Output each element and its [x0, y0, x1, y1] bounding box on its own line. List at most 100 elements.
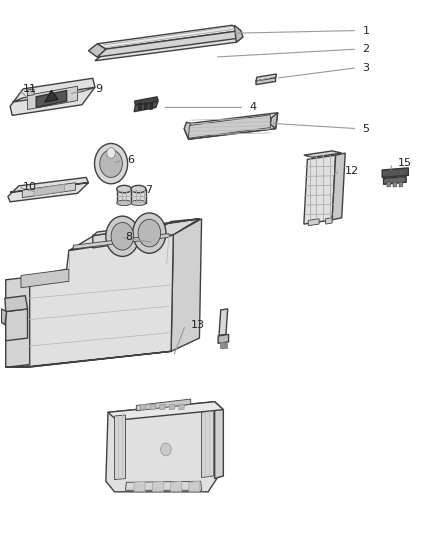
Polygon shape	[117, 189, 131, 203]
Polygon shape	[5, 296, 28, 312]
Circle shape	[133, 213, 166, 253]
Polygon shape	[188, 115, 270, 138]
Polygon shape	[69, 219, 199, 251]
Polygon shape	[189, 481, 200, 491]
Ellipse shape	[131, 185, 146, 193]
Polygon shape	[12, 87, 95, 102]
Polygon shape	[308, 219, 319, 225]
Text: 12: 12	[345, 166, 359, 176]
Circle shape	[106, 216, 139, 256]
Polygon shape	[28, 86, 78, 110]
Polygon shape	[184, 118, 276, 139]
Polygon shape	[234, 25, 243, 42]
Polygon shape	[10, 183, 88, 192]
Circle shape	[138, 219, 161, 247]
Polygon shape	[88, 44, 106, 57]
Text: 4: 4	[250, 102, 257, 112]
Polygon shape	[184, 122, 191, 139]
Polygon shape	[34, 184, 64, 196]
Polygon shape	[36, 91, 67, 108]
Polygon shape	[225, 342, 227, 348]
Polygon shape	[171, 219, 201, 351]
Text: 1: 1	[363, 26, 370, 36]
Text: 9: 9	[95, 84, 102, 94]
Polygon shape	[6, 309, 28, 341]
Polygon shape	[152, 481, 163, 491]
Text: 11: 11	[23, 84, 37, 94]
Polygon shape	[8, 177, 88, 202]
Polygon shape	[270, 113, 278, 128]
Polygon shape	[93, 219, 199, 236]
Polygon shape	[6, 351, 171, 367]
Polygon shape	[179, 405, 184, 410]
Polygon shape	[138, 103, 141, 110]
Polygon shape	[28, 89, 34, 96]
Text: 10: 10	[23, 182, 37, 192]
Polygon shape	[134, 481, 145, 491]
Polygon shape	[399, 182, 403, 187]
Polygon shape	[256, 74, 276, 81]
Polygon shape	[382, 168, 408, 177]
Polygon shape	[73, 233, 169, 249]
Polygon shape	[141, 405, 146, 410]
Polygon shape	[256, 78, 276, 85]
Polygon shape	[95, 37, 243, 61]
Polygon shape	[136, 399, 191, 411]
Polygon shape	[28, 235, 173, 367]
Text: 6: 6	[127, 156, 134, 165]
Polygon shape	[171, 481, 182, 491]
Text: 13: 13	[191, 320, 205, 330]
Circle shape	[161, 443, 171, 456]
Polygon shape	[125, 481, 201, 490]
Polygon shape	[304, 151, 342, 157]
Polygon shape	[218, 334, 229, 343]
Circle shape	[95, 143, 127, 184]
Text: 5: 5	[363, 124, 370, 134]
Text: 15: 15	[397, 158, 411, 168]
Polygon shape	[223, 342, 224, 348]
Polygon shape	[134, 101, 158, 112]
Polygon shape	[69, 235, 173, 269]
Text: 3: 3	[363, 63, 370, 72]
Polygon shape	[106, 402, 217, 492]
Polygon shape	[188, 113, 278, 139]
Text: 8: 8	[125, 232, 133, 243]
Text: 7: 7	[145, 184, 152, 195]
Polygon shape	[144, 103, 147, 110]
Polygon shape	[220, 342, 222, 348]
Polygon shape	[150, 405, 155, 410]
Polygon shape	[160, 405, 165, 410]
Circle shape	[107, 148, 116, 158]
Polygon shape	[332, 153, 345, 220]
Polygon shape	[10, 78, 95, 115]
Polygon shape	[387, 182, 391, 187]
Polygon shape	[1, 309, 7, 325]
Polygon shape	[201, 411, 214, 478]
Text: 2: 2	[363, 44, 370, 54]
Polygon shape	[108, 402, 223, 420]
Polygon shape	[384, 176, 406, 184]
Polygon shape	[131, 189, 146, 203]
Ellipse shape	[131, 200, 146, 206]
Circle shape	[111, 222, 134, 250]
Polygon shape	[304, 155, 336, 224]
Polygon shape	[97, 25, 241, 49]
Polygon shape	[6, 277, 30, 367]
Ellipse shape	[117, 185, 131, 193]
Polygon shape	[134, 97, 158, 106]
Polygon shape	[150, 103, 153, 110]
Polygon shape	[215, 402, 223, 479]
Circle shape	[100, 150, 122, 177]
Polygon shape	[325, 217, 332, 224]
Polygon shape	[22, 183, 75, 198]
Polygon shape	[145, 219, 199, 237]
Polygon shape	[115, 415, 125, 480]
Polygon shape	[97, 30, 241, 57]
Polygon shape	[93, 223, 171, 248]
Polygon shape	[170, 405, 175, 410]
Polygon shape	[393, 182, 396, 187]
Polygon shape	[45, 91, 58, 102]
Polygon shape	[21, 269, 69, 288]
Ellipse shape	[117, 200, 131, 206]
Polygon shape	[219, 309, 228, 335]
